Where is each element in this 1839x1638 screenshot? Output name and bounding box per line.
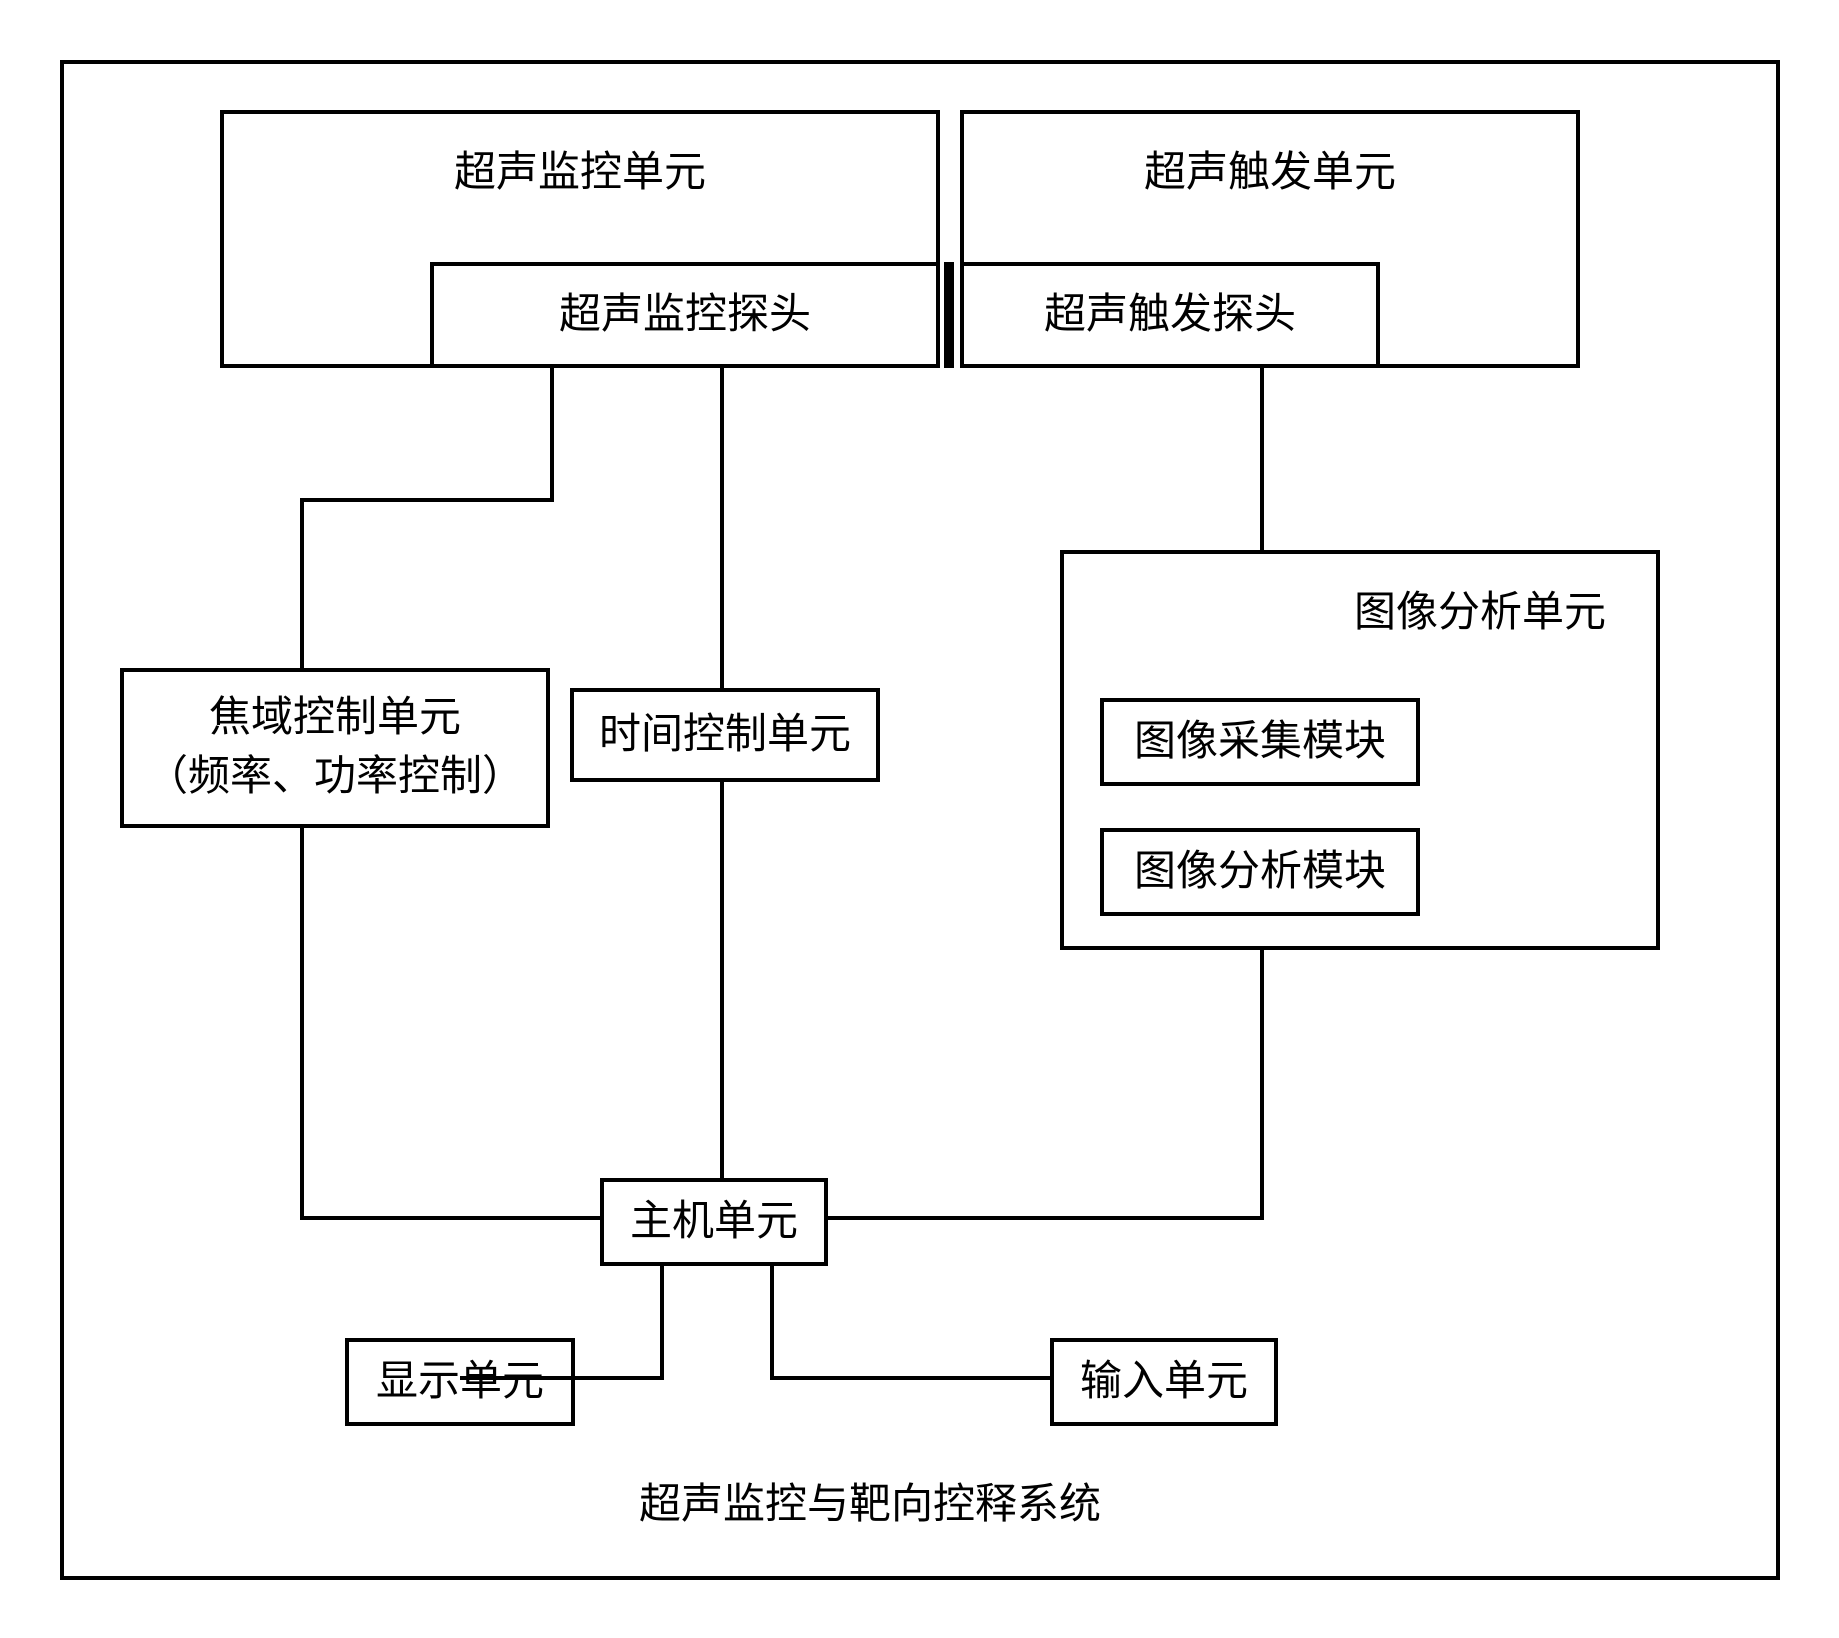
- image-analysis-module-box: 图像分析模块: [1100, 828, 1420, 916]
- edge-probe-to-focus-v2: [300, 498, 304, 668]
- input-unit-label: 输入单元: [1080, 1353, 1248, 1412]
- image-analysis-unit-label: 图像分析单元: [1354, 584, 1606, 643]
- edge-probe-to-focus-h: [300, 498, 554, 502]
- edge-image-to-host-v: [1260, 950, 1264, 1220]
- time-control-label: 时间控制单元: [599, 706, 851, 765]
- focus-control-box: 焦域控制单元 （频率、功率控制）: [120, 668, 550, 828]
- monitoring-unit-label: 超声监控单元: [454, 144, 706, 203]
- host-unit-label: 主机单元: [630, 1193, 798, 1252]
- edge-time-to-host: [720, 782, 724, 1178]
- input-unit-box: 输入单元: [1050, 1338, 1278, 1426]
- edge-host-to-input-h: [770, 1376, 1050, 1380]
- system-title: 超声监控与靶向控释系统: [520, 1470, 1220, 1531]
- edge-probe-to-focus-v: [550, 368, 554, 502]
- monitoring-probe-box: 超声监控探头: [430, 262, 940, 368]
- image-capture-module-label: 图像采集模块: [1134, 713, 1386, 772]
- trigger-probe-label: 超声触发探头: [1044, 286, 1296, 345]
- trigger-probe-box: 超声触发探头: [960, 262, 1380, 368]
- edge-image-to-host-h: [828, 1216, 1264, 1220]
- display-unit-label: 显示单元: [376, 1353, 544, 1412]
- edge-focus-to-host-h: [300, 1216, 600, 1220]
- edge-host-to-display-h2: [573, 1376, 664, 1380]
- focus-control-label-1: 焦域控制单元: [209, 689, 461, 748]
- display-unit-box: 显示单元: [345, 1338, 575, 1426]
- trigger-unit-label: 超声触发单元: [1144, 144, 1396, 203]
- time-control-box: 时间控制单元: [570, 688, 880, 782]
- image-capture-module-box: 图像采集模块: [1100, 698, 1420, 786]
- monitoring-probe-label: 超声监控探头: [559, 286, 811, 345]
- edge-trigger-to-image: [1260, 368, 1264, 550]
- probe-separator: [944, 262, 954, 368]
- edge-host-to-input-v: [770, 1266, 774, 1380]
- image-analysis-module-label: 图像分析模块: [1134, 843, 1386, 902]
- edge-host-to-display-v: [660, 1266, 664, 1380]
- host-unit-box: 主机单元: [600, 1178, 828, 1266]
- focus-control-label-2: （频率、功率控制）: [146, 748, 524, 807]
- edge-probe-to-time: [720, 368, 724, 688]
- edge-focus-to-host-v: [300, 828, 304, 1220]
